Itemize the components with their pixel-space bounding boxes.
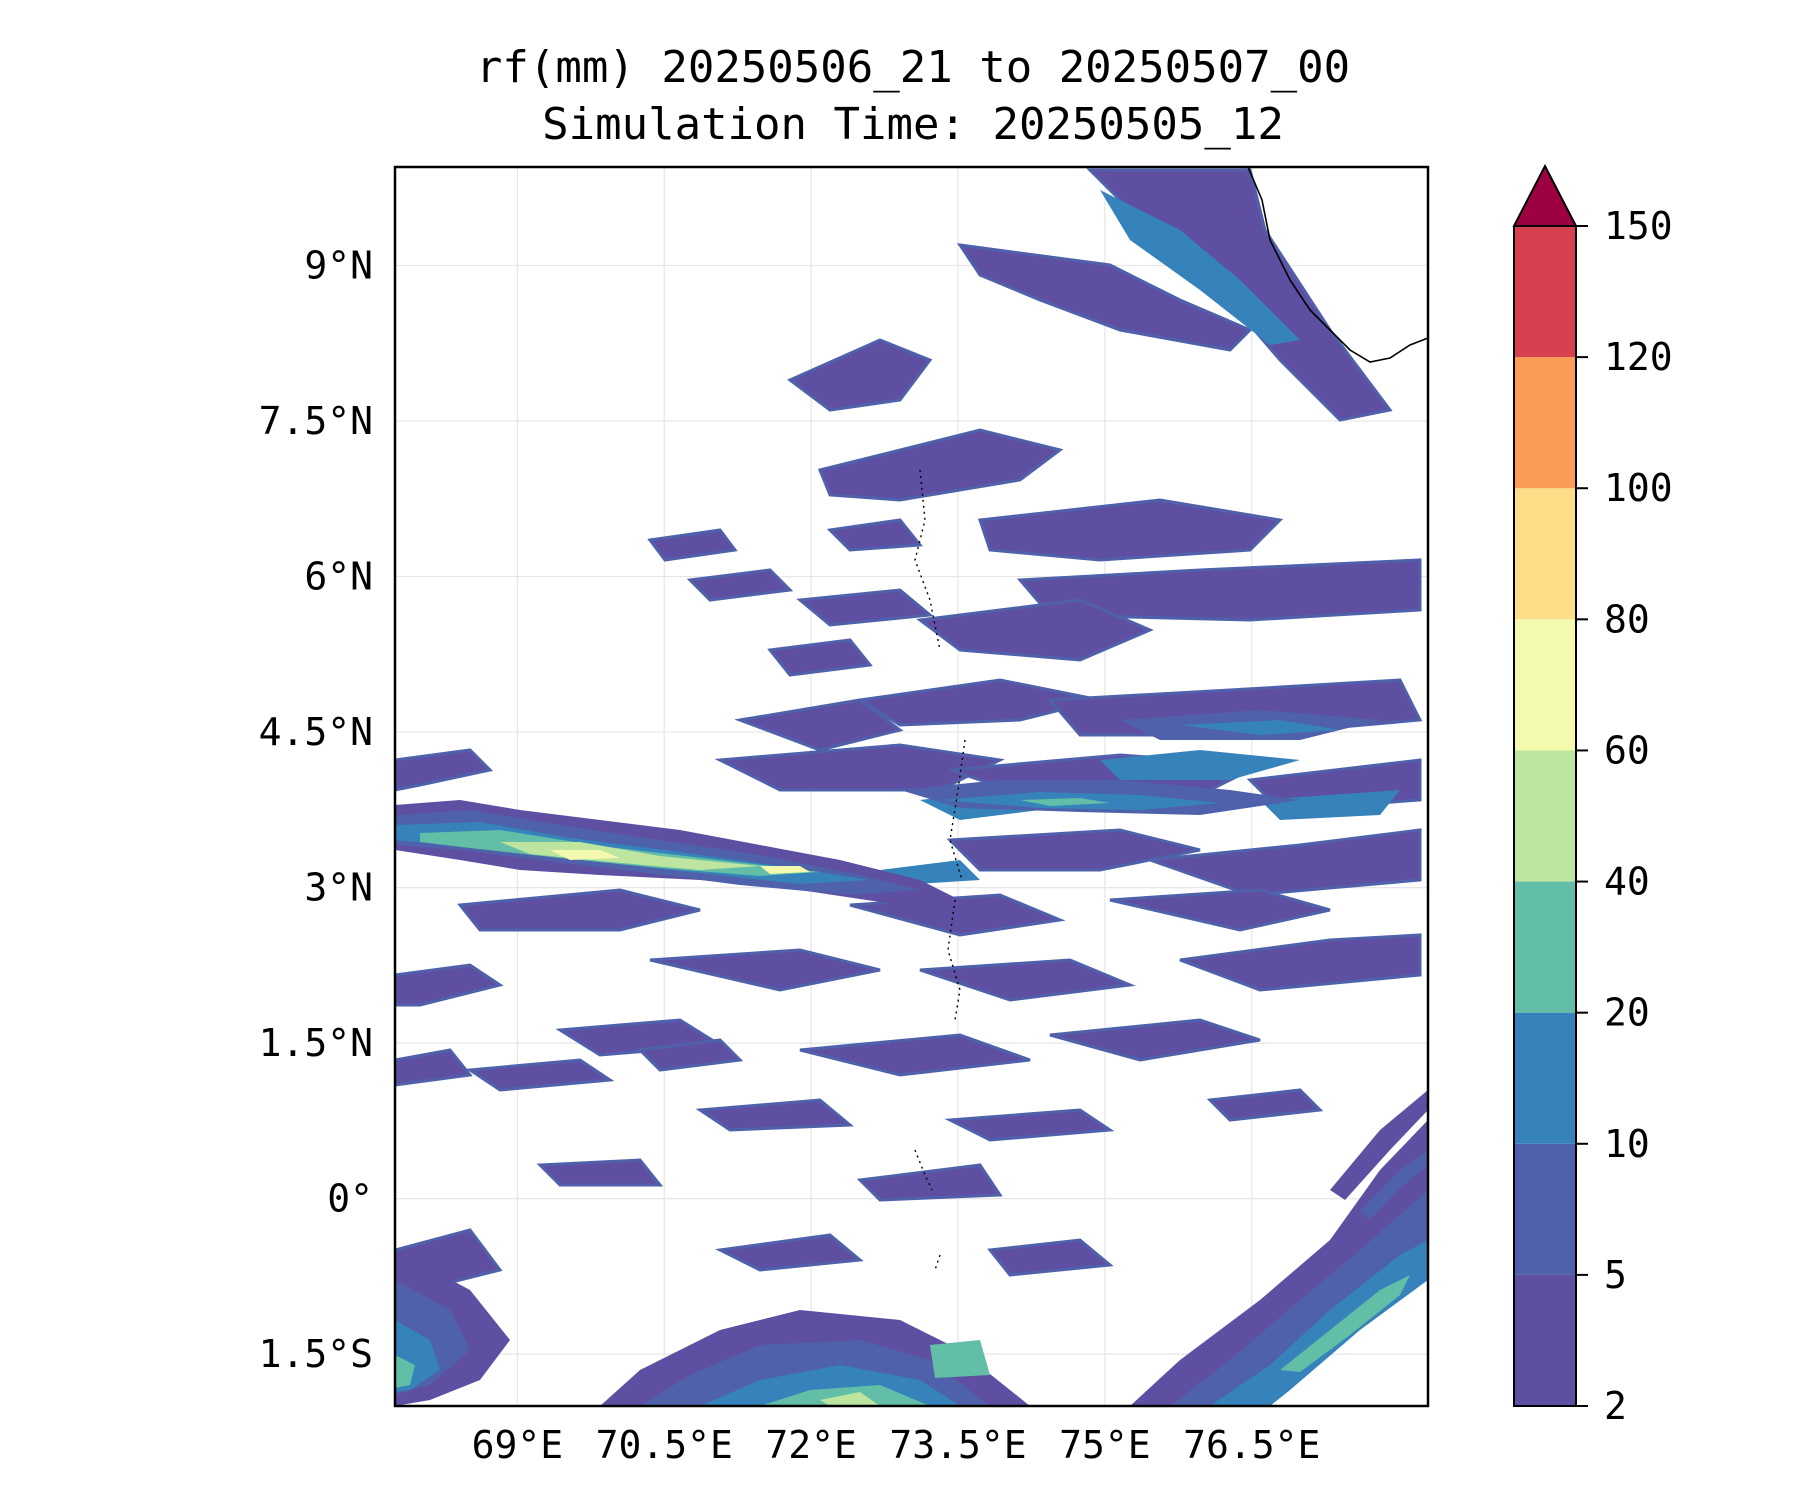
colorbar-tick-label: 2: [1604, 1384, 1627, 1428]
lat-tick-label: 1.5°S: [259, 1332, 373, 1376]
lon-tick-label: 70.5°E: [596, 1423, 733, 1467]
colorbar-tick-label: 10: [1604, 1122, 1650, 1166]
colorbar-segment: [1514, 226, 1576, 358]
lon-tick-label: 69°E: [472, 1423, 564, 1467]
rainfall-contours: [395, 167, 1428, 1406]
lat-tick-label: 0°: [327, 1177, 373, 1221]
colorbar-segment: [1514, 357, 1576, 489]
colorbar-segment: [1514, 488, 1576, 620]
colorbar-segment: [1514, 1012, 1576, 1144]
map-axes: 69°E 70.5°E 72°E 73.5°E 75°E 76.5°E 9°N 7.5°N 6°…: [259, 243, 1321, 1467]
colorbar-tick-label: 150: [1604, 204, 1673, 248]
rain-band-4n: [900, 710, 1380, 815]
map-frame: [393, 165, 1430, 1408]
colorbar-segment: [1514, 1274, 1576, 1406]
colorbar-tick-label: 80: [1604, 597, 1650, 641]
map-title: rf(mm) 20250506_21 to 20250507_00: [476, 42, 1350, 93]
colorbar-tick-label: 60: [1604, 728, 1650, 772]
lon-tick-label: 75°E: [1059, 1423, 1151, 1467]
lat-tick-label: 4.5°N: [259, 710, 373, 754]
colorbar-segment: [1514, 1143, 1576, 1275]
rain-band-southwest: [395, 1250, 510, 1406]
colorbar-segment: [1514, 619, 1576, 751]
rain-band-3n: [395, 800, 960, 905]
colorbar-frame: [1513, 226, 1577, 1407]
colorbar: 2 5 10 20 40 60 80 100 120 150: [1512, 163, 1673, 1428]
colorbar-segment: [1514, 881, 1576, 1013]
lat-tick-label: 7.5°N: [259, 399, 373, 443]
colorbar-extend-arrow: [1512, 163, 1578, 227]
colorbar-tick-label: 120: [1604, 335, 1673, 379]
colorbar-segment: [1514, 750, 1576, 882]
lat-tick-label: 1.5°N: [259, 1021, 373, 1065]
coastline: [1247, 167, 1428, 363]
rain-band-southeast: [1130, 1090, 1428, 1406]
map-subtitle: Simulation Time: 20250505_12: [542, 99, 1284, 150]
colorbar-tick-label: 40: [1604, 860, 1650, 904]
colorbar-tick-label: 100: [1604, 466, 1673, 510]
lon-tick-label: 73.5°E: [889, 1423, 1026, 1467]
colorbar-tick-label: 5: [1604, 1253, 1627, 1297]
map-panel: 69°E 70.5°E 72°E 73.5°E 75°E 76.5°E 9°N 7.5°N 6°…: [259, 165, 1430, 1467]
lat-tick-label: 3°N: [304, 866, 373, 910]
rain-band-south: [600, 1310, 1030, 1406]
lon-tick-label: 72°E: [765, 1423, 857, 1467]
lon-tick-label: 76.5°E: [1183, 1423, 1320, 1467]
lat-tick-label: 6°N: [304, 555, 373, 599]
maldives-atolls: [914, 469, 966, 1271]
colorbar-tick-label: 20: [1604, 991, 1650, 1035]
lat-tick-label: 9°N: [304, 243, 373, 287]
